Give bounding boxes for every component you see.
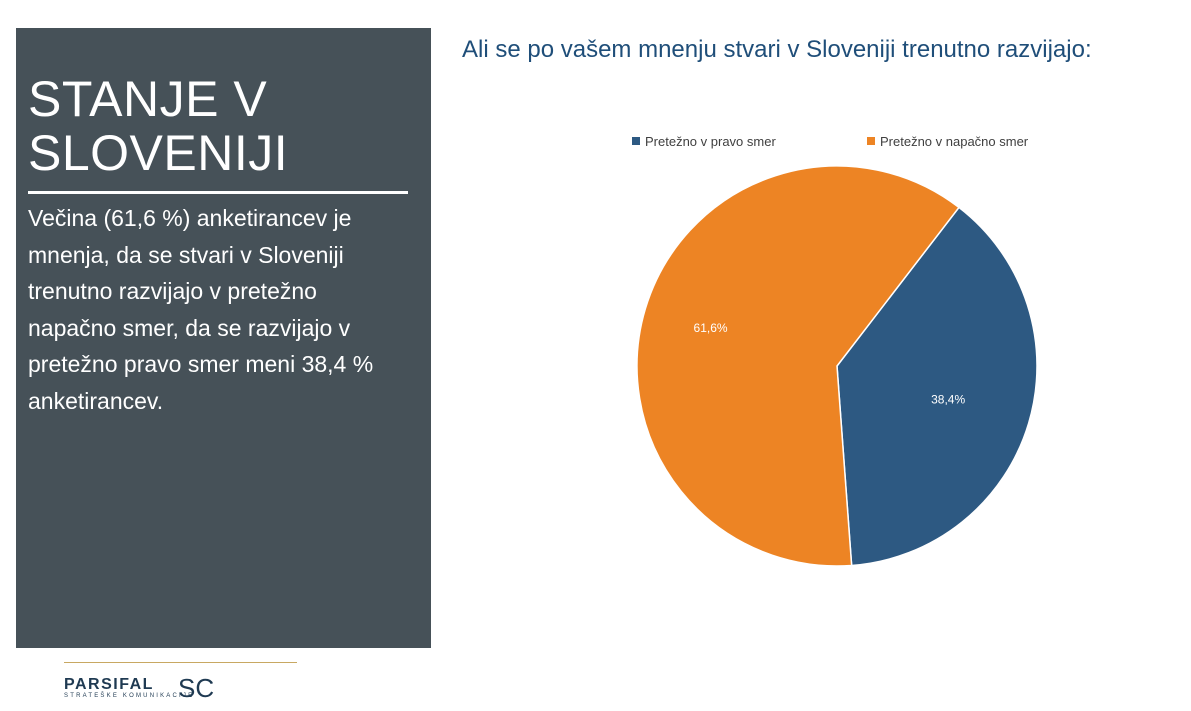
- logo-divider: [64, 662, 297, 663]
- panel-title-line1: STANJE V: [28, 71, 268, 127]
- legend-label-pravo: Pretežno v pravo smer: [645, 134, 776, 149]
- data-label-1: 38,4%: [931, 392, 965, 406]
- pie-slice-2: [636, 165, 960, 567]
- summary-panel: STANJE V SLOVENIJI Večina (61,6 %) anket…: [16, 28, 431, 648]
- panel-body-text: Večina (61,6 %) anketirancev je mnenja, …: [28, 205, 374, 414]
- title-divider: [28, 191, 408, 194]
- panel-title-line2: SLOVENIJI: [28, 125, 289, 181]
- legend-swatch-pravo: [632, 137, 640, 145]
- legend-item-pravo: Pretežno v pravo smer: [632, 134, 776, 149]
- legend-swatch-napacno: [867, 137, 875, 145]
- chart-title: Ali se po vašem mnenju stvari v Slovenij…: [462, 36, 1092, 63]
- panel-title: STANJE V SLOVENIJI: [28, 72, 409, 180]
- logo-suffix: SC: [178, 673, 215, 703]
- legend-item-napacno: Pretežno v napačno smer: [867, 134, 1028, 149]
- logo-wordmark: PARSIFAL: [64, 676, 154, 693]
- pie-slice-1: [836, 206, 1038, 567]
- legend-label-napacno: Pretežno v napačno smer: [880, 134, 1029, 149]
- logo-tagline: STRATEŠKE KOMUNIKACIJE: [64, 693, 195, 699]
- data-label-2: 61,6%: [694, 321, 728, 335]
